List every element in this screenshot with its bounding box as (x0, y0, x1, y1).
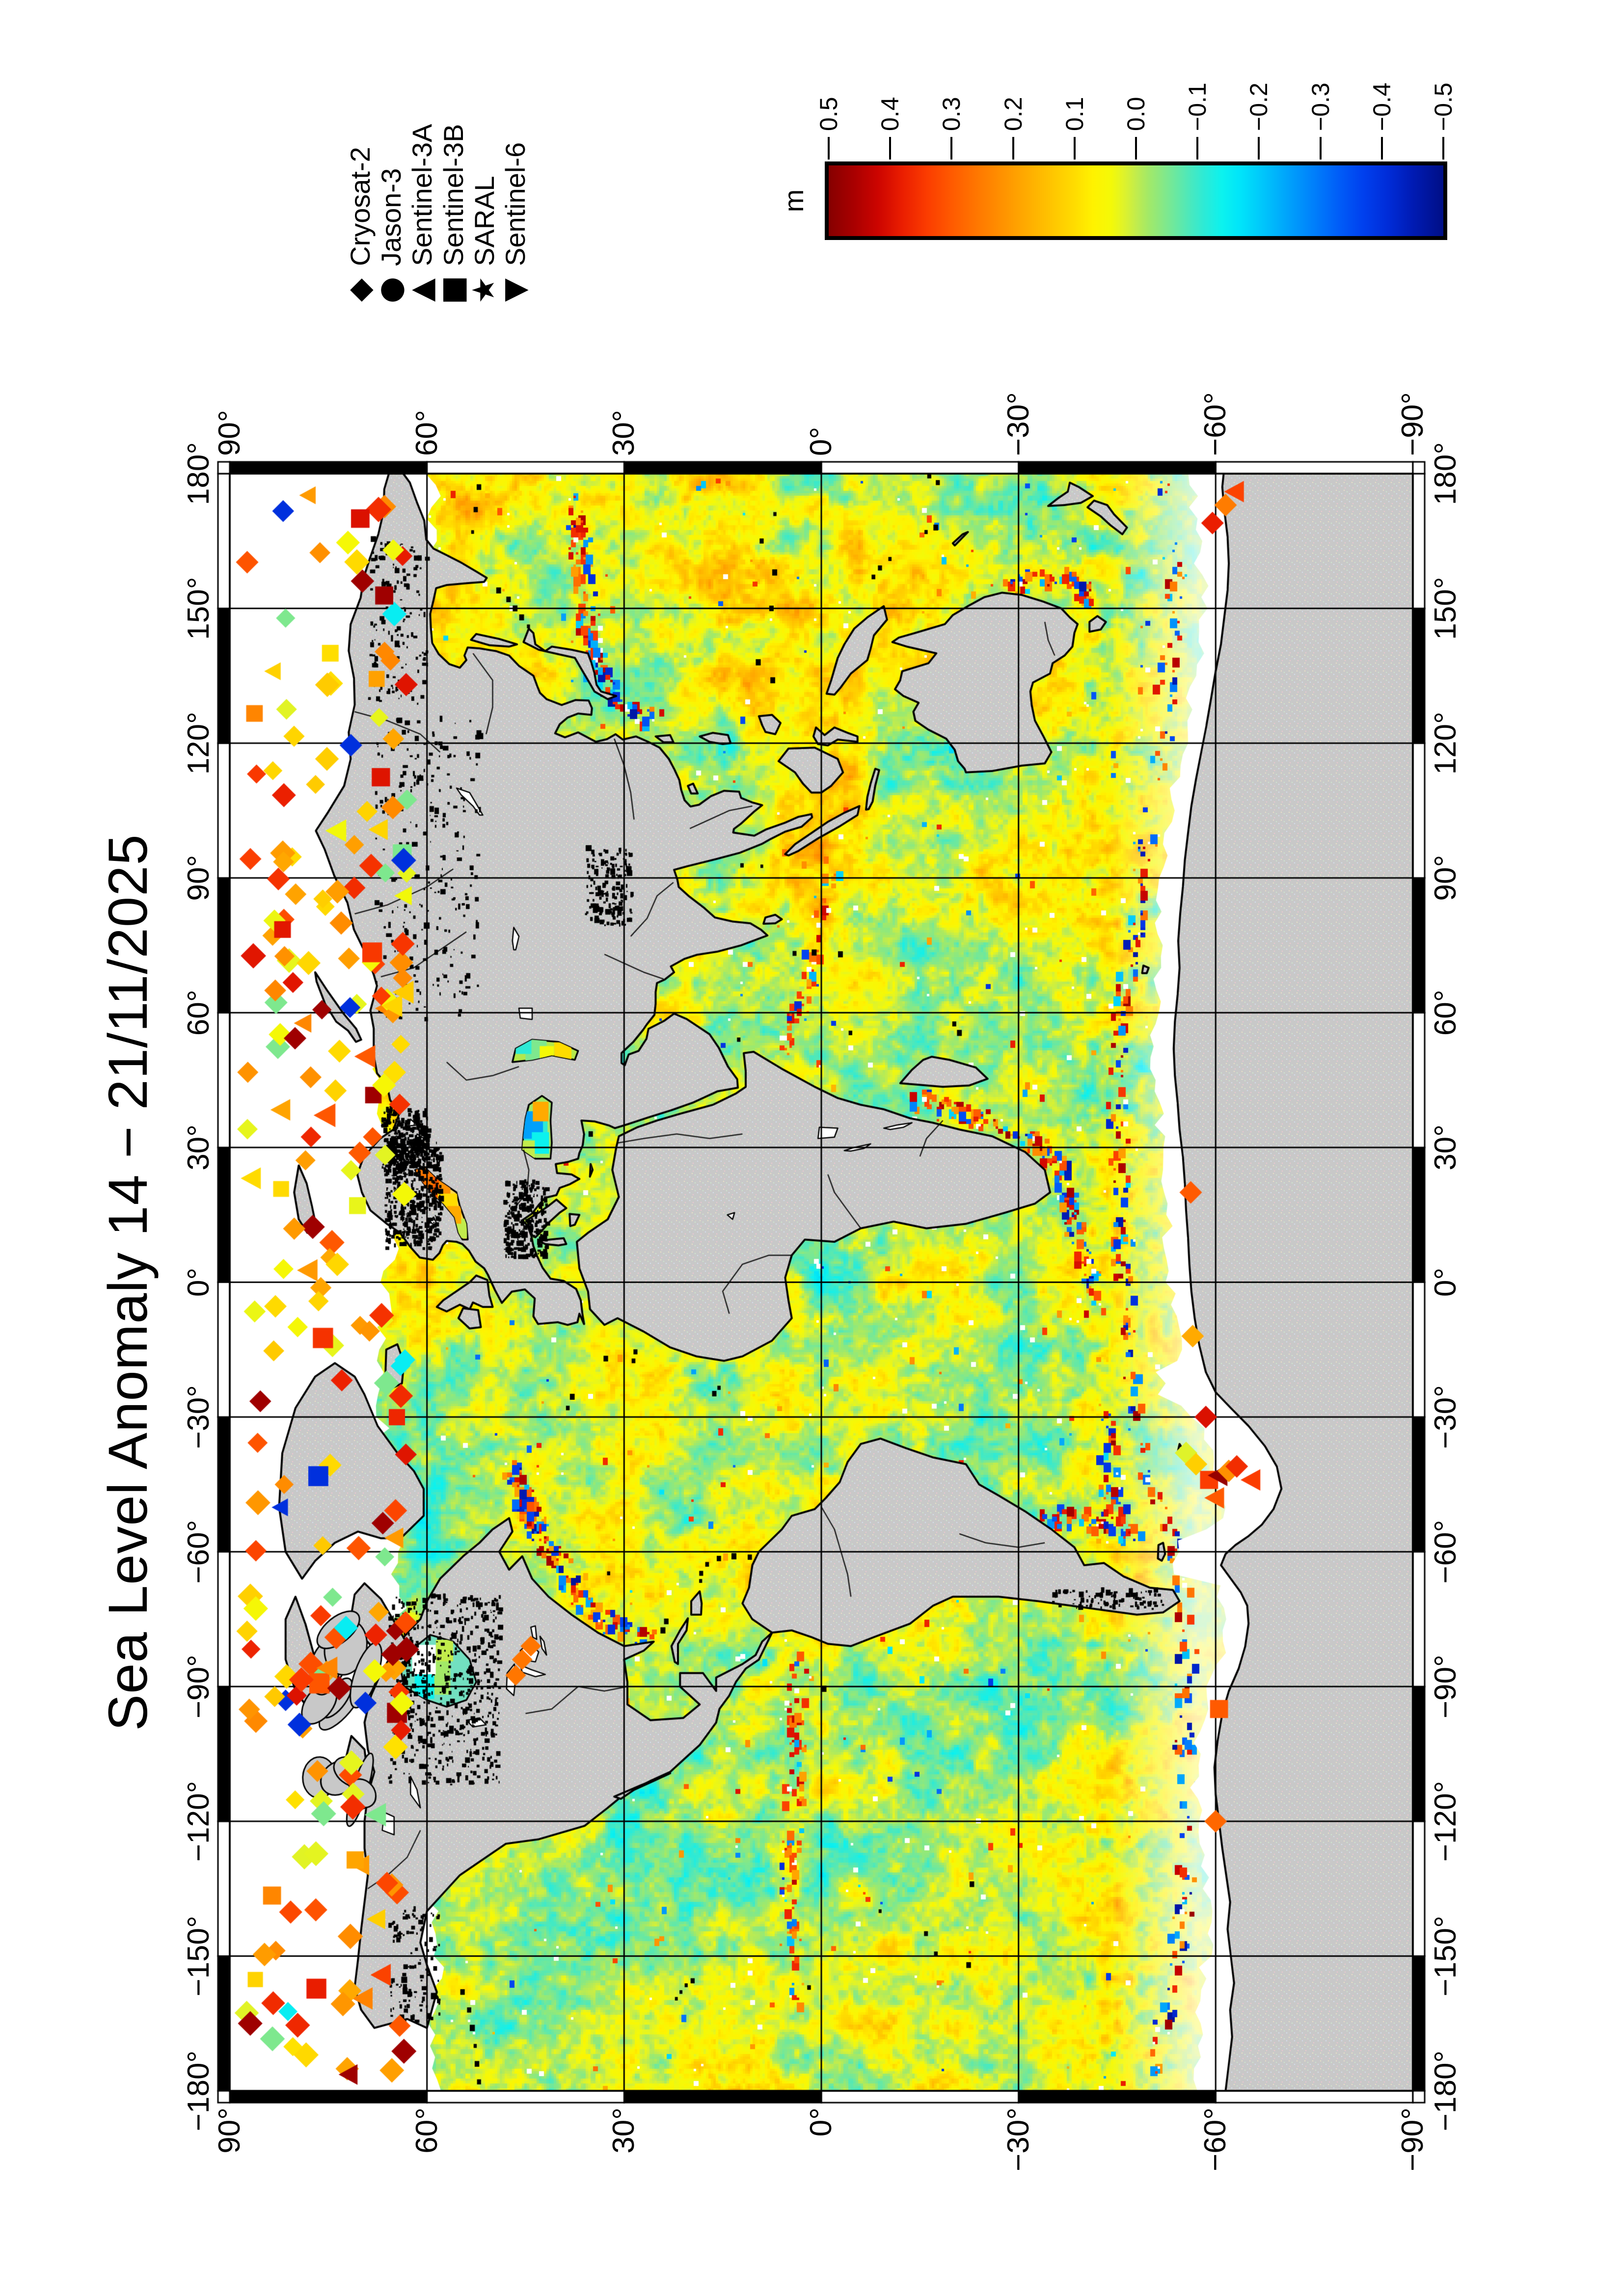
lon-tick-label: 30° (182, 1124, 216, 1171)
triangle-down-icon: ▼ (496, 278, 532, 302)
colorbar-tick (1319, 137, 1322, 160)
lon-tick-label: 90° (1429, 854, 1462, 901)
lon-tick-label: 180° (1429, 442, 1462, 506)
colorbar-tick-label: 0.5 (815, 97, 842, 131)
lat-tick-label: −60° (1198, 392, 1233, 456)
colorbar-gradient (825, 161, 1447, 240)
lat-tick-label: −60° (1198, 2108, 1233, 2171)
lon-tick-label: −120° (1429, 1781, 1462, 1862)
lon-tick-label: −180° (182, 2050, 216, 2132)
circle-icon: ● (372, 276, 408, 304)
lon-tick-label: −30° (182, 1385, 216, 1449)
lon-tick-label: −180° (1429, 2050, 1462, 2132)
lat-tick-label: 0° (804, 2108, 838, 2137)
legend-label: Jason-3 (376, 168, 407, 266)
lat-tick-label: −90° (1396, 2108, 1430, 2171)
star-icon: ★ (465, 276, 501, 304)
lat-tick-label: 30° (607, 410, 641, 456)
colorbar-unit-label: m (778, 189, 809, 213)
legend-label: SARAL (468, 176, 500, 266)
lon-tick-label: −150° (1429, 1916, 1462, 1997)
colorbar-tick (950, 137, 953, 160)
lat-tick-label: 90° (213, 2108, 246, 2154)
lon-tick-label: −90° (1429, 1655, 1462, 1719)
colorbar-tick-label: 0.4 (876, 97, 904, 131)
colorbar-tick (828, 137, 830, 160)
lat-tick-label: 0° (804, 427, 838, 456)
lon-tick-label: 120° (1429, 712, 1462, 775)
colorbar-tick-label: −0.1 (1184, 82, 1212, 131)
lon-tick-label: 180° (182, 442, 216, 506)
lon-tick-label: 120° (182, 712, 216, 775)
lon-tick-label: −60° (182, 1520, 216, 1584)
diamond-icon: ◆ (341, 278, 377, 302)
legend-label: Sentinel-3B (437, 124, 469, 266)
lon-tick-label: −90° (182, 1655, 216, 1719)
colorbar-tick-label: −0.3 (1306, 82, 1334, 131)
square-icon: ■ (434, 275, 470, 305)
lon-tick-label: 90° (182, 854, 216, 901)
lat-tick-label: 60° (409, 2108, 444, 2154)
lon-tick-label: 30° (1429, 1124, 1462, 1171)
lat-tick-label: −90° (1396, 392, 1430, 456)
colorbar-tick (1012, 137, 1014, 160)
colorbar-tick-label: −0.2 (1245, 82, 1273, 131)
legend-label: Sentinel-3A (406, 124, 438, 266)
colorbar-tick-label: −0.5 (1430, 82, 1457, 131)
colorbar-tick (1073, 137, 1076, 160)
colorbar-tick-label: 0.0 (1122, 97, 1150, 131)
lon-tick-label: 150° (182, 577, 216, 640)
colorbar-tick-label: 0.1 (1060, 97, 1088, 131)
colorbar-tick (1135, 137, 1137, 160)
lat-tick-label: −30° (1001, 392, 1035, 456)
lon-tick-label: −30° (1429, 1385, 1462, 1449)
colorbar-tick (1380, 137, 1383, 160)
lon-tick-label: −120° (182, 1781, 216, 1862)
colorbar-tick (889, 137, 892, 160)
lat-tick-label: 60° (409, 410, 444, 456)
lon-tick-label: 60° (182, 989, 216, 1036)
colorbar-tick-label: 0.3 (938, 97, 966, 131)
lon-tick-label: −60° (1429, 1520, 1462, 1584)
lat-tick-label: 30° (607, 2108, 641, 2154)
lon-tick-label: 0° (182, 1267, 216, 1297)
colorbar-tick-label: 0.2 (999, 97, 1027, 131)
lon-tick-label: 0° (1429, 1267, 1462, 1297)
triangle-up-icon: ▲ (403, 278, 439, 302)
colorbar-tick-label: −0.4 (1368, 82, 1396, 131)
lat-tick-label: 90° (213, 410, 246, 456)
lon-tick-label: 150° (1429, 577, 1462, 640)
legend-label: Cryosat-2 (345, 147, 376, 266)
legend-label: Sentinel-6 (500, 142, 531, 266)
colorbar-tick (1258, 137, 1260, 160)
figure-title: Sea Level Anomaly 14 − 21/11/2025 (97, 834, 159, 1731)
colorbar-tick (1196, 137, 1199, 160)
lon-tick-label: −150° (182, 1916, 216, 1997)
lat-tick-label: −30° (1001, 2108, 1035, 2171)
colorbar-tick (1442, 137, 1444, 160)
lon-tick-label: 60° (1429, 989, 1462, 1036)
